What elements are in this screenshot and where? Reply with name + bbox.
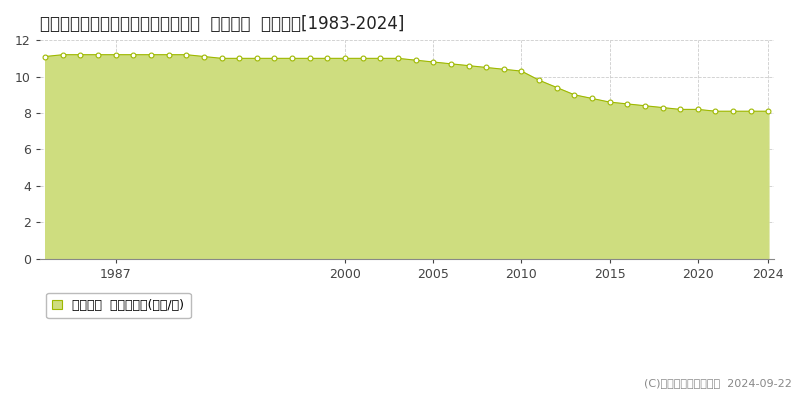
Text: 宮崎県都城市下川東１丁目７号８番  基準地価  地価推移[1983-2024]: 宮崎県都城市下川東１丁目７号８番 基準地価 地価推移[1983-2024]: [40, 15, 404, 33]
Text: (C)土地価格ドットコム  2024-09-22: (C)土地価格ドットコム 2024-09-22: [644, 378, 792, 388]
Legend: 基準地価  平均坪単価(万円/坪): 基準地価 平均坪単価(万円/坪): [46, 293, 190, 318]
